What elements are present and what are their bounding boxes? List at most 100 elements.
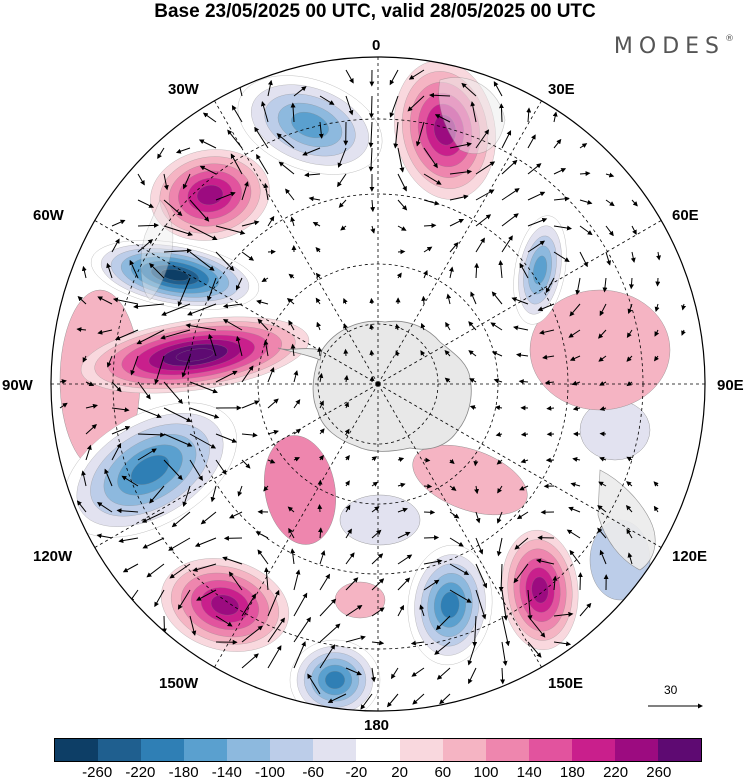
colorbar bbox=[54, 738, 702, 762]
wind-vector bbox=[369, 323, 375, 331]
wind-vector bbox=[520, 431, 529, 437]
wind-vector bbox=[137, 448, 157, 461]
wind-vector bbox=[598, 329, 607, 339]
wind-vector bbox=[288, 320, 295, 331]
wind-vector bbox=[344, 428, 350, 435]
wind-vector bbox=[491, 291, 503, 305]
lon-label-150w: 150W bbox=[159, 675, 199, 692]
wind-vector bbox=[137, 173, 145, 186]
wind-vector bbox=[527, 218, 548, 227]
wind-vector bbox=[599, 549, 607, 565]
wind-vector bbox=[397, 507, 408, 513]
wind-vector bbox=[267, 429, 279, 435]
colorbar-tick-label: 260 bbox=[646, 764, 672, 781]
wind-vector bbox=[579, 251, 588, 268]
wind-vector bbox=[389, 95, 399, 118]
wind-vector bbox=[111, 407, 130, 413]
wind-vector bbox=[627, 303, 633, 315]
wind-vector bbox=[81, 265, 87, 279]
wind-vector bbox=[415, 121, 425, 147]
wind-vector bbox=[163, 407, 192, 422]
colorbar-tick-label: -220 bbox=[125, 764, 156, 781]
brand-logo: MODES® bbox=[614, 34, 734, 59]
wind-vector bbox=[552, 575, 558, 591]
wind-vector bbox=[542, 354, 555, 360]
wind-vector bbox=[569, 549, 581, 565]
wind-vector bbox=[116, 508, 139, 514]
wind-vector bbox=[189, 199, 210, 222]
wind-vector bbox=[579, 199, 593, 205]
wind-vector bbox=[527, 641, 542, 658]
wind-vector bbox=[393, 121, 399, 149]
wind-vector bbox=[444, 377, 451, 383]
wind-vector bbox=[490, 322, 503, 331]
colorbar-tick-label: 140 bbox=[516, 764, 542, 781]
wind-vector bbox=[215, 251, 235, 272]
wind-vector bbox=[412, 693, 425, 705]
wind-vector bbox=[436, 667, 451, 680]
wind-vector bbox=[149, 262, 165, 279]
wind-vector bbox=[304, 172, 321, 178]
wind-vector bbox=[491, 351, 503, 357]
wind-vector bbox=[228, 571, 243, 591]
wind-vector bbox=[605, 199, 615, 207]
wind-vector bbox=[449, 241, 459, 253]
wind-vector bbox=[360, 693, 373, 710]
wind-vector bbox=[290, 102, 296, 123]
wind-vector bbox=[423, 223, 437, 229]
wind-vector bbox=[267, 215, 275, 227]
wind-vector bbox=[496, 459, 503, 465]
wind-vector bbox=[157, 147, 165, 160]
wind-vector bbox=[189, 225, 218, 241]
wind-vector bbox=[597, 527, 607, 539]
wind-vector bbox=[569, 303, 581, 317]
wind-vector bbox=[519, 262, 529, 279]
wind-vector bbox=[539, 329, 555, 335]
wind-vector bbox=[317, 346, 323, 357]
wind-vector bbox=[467, 641, 477, 666]
wind-vector bbox=[475, 129, 490, 149]
wind-vector bbox=[423, 457, 431, 463]
wind-vector bbox=[516, 352, 529, 358]
wind-vector bbox=[210, 485, 217, 503]
wind-vector bbox=[267, 617, 285, 643]
wind-vector bbox=[161, 303, 191, 316]
wind-vector bbox=[605, 225, 614, 237]
wind-vector bbox=[501, 641, 508, 666]
wind-vector bbox=[198, 139, 217, 149]
wind-vector bbox=[420, 350, 426, 357]
wind-vector bbox=[470, 101, 477, 123]
wind-vector bbox=[518, 379, 529, 385]
wind-vector bbox=[475, 537, 484, 555]
wind-vector bbox=[345, 528, 352, 539]
meridian-line bbox=[377, 383, 542, 668]
meridian-line bbox=[94, 220, 379, 385]
wind-vector bbox=[343, 297, 348, 305]
wind-vector bbox=[369, 297, 375, 305]
colorbar-ticks: -260 -220 -180 -140 -100 -60 -20 20 60 100 140 180 2… bbox=[0, 764, 750, 782]
wind-vector bbox=[293, 86, 307, 97]
wind-vector bbox=[293, 569, 301, 591]
wind-vector bbox=[340, 225, 347, 231]
wind-vector bbox=[257, 549, 269, 565]
map-border bbox=[50, 56, 706, 712]
wind-vector bbox=[371, 667, 376, 683]
wind-vector bbox=[397, 531, 411, 539]
wind-vector bbox=[215, 225, 246, 235]
wind-vector bbox=[386, 693, 399, 708]
anomaly-contour bbox=[440, 591, 460, 619]
wind-vector bbox=[345, 635, 366, 643]
wind-vector bbox=[185, 323, 217, 331]
wind-vector bbox=[293, 641, 306, 669]
wind-vector bbox=[215, 459, 227, 475]
wind-vector bbox=[163, 248, 192, 254]
wind-vector bbox=[513, 563, 529, 584]
wind-vector bbox=[267, 458, 276, 464]
colorbar-tick-label: 60 bbox=[434, 764, 452, 781]
wind-vector bbox=[602, 277, 608, 293]
wind-vector bbox=[371, 607, 385, 617]
wind-vector bbox=[345, 577, 359, 591]
wind-vector bbox=[215, 615, 233, 627]
wind-vector bbox=[579, 143, 588, 149]
colorbar-swatch bbox=[55, 739, 99, 761]
